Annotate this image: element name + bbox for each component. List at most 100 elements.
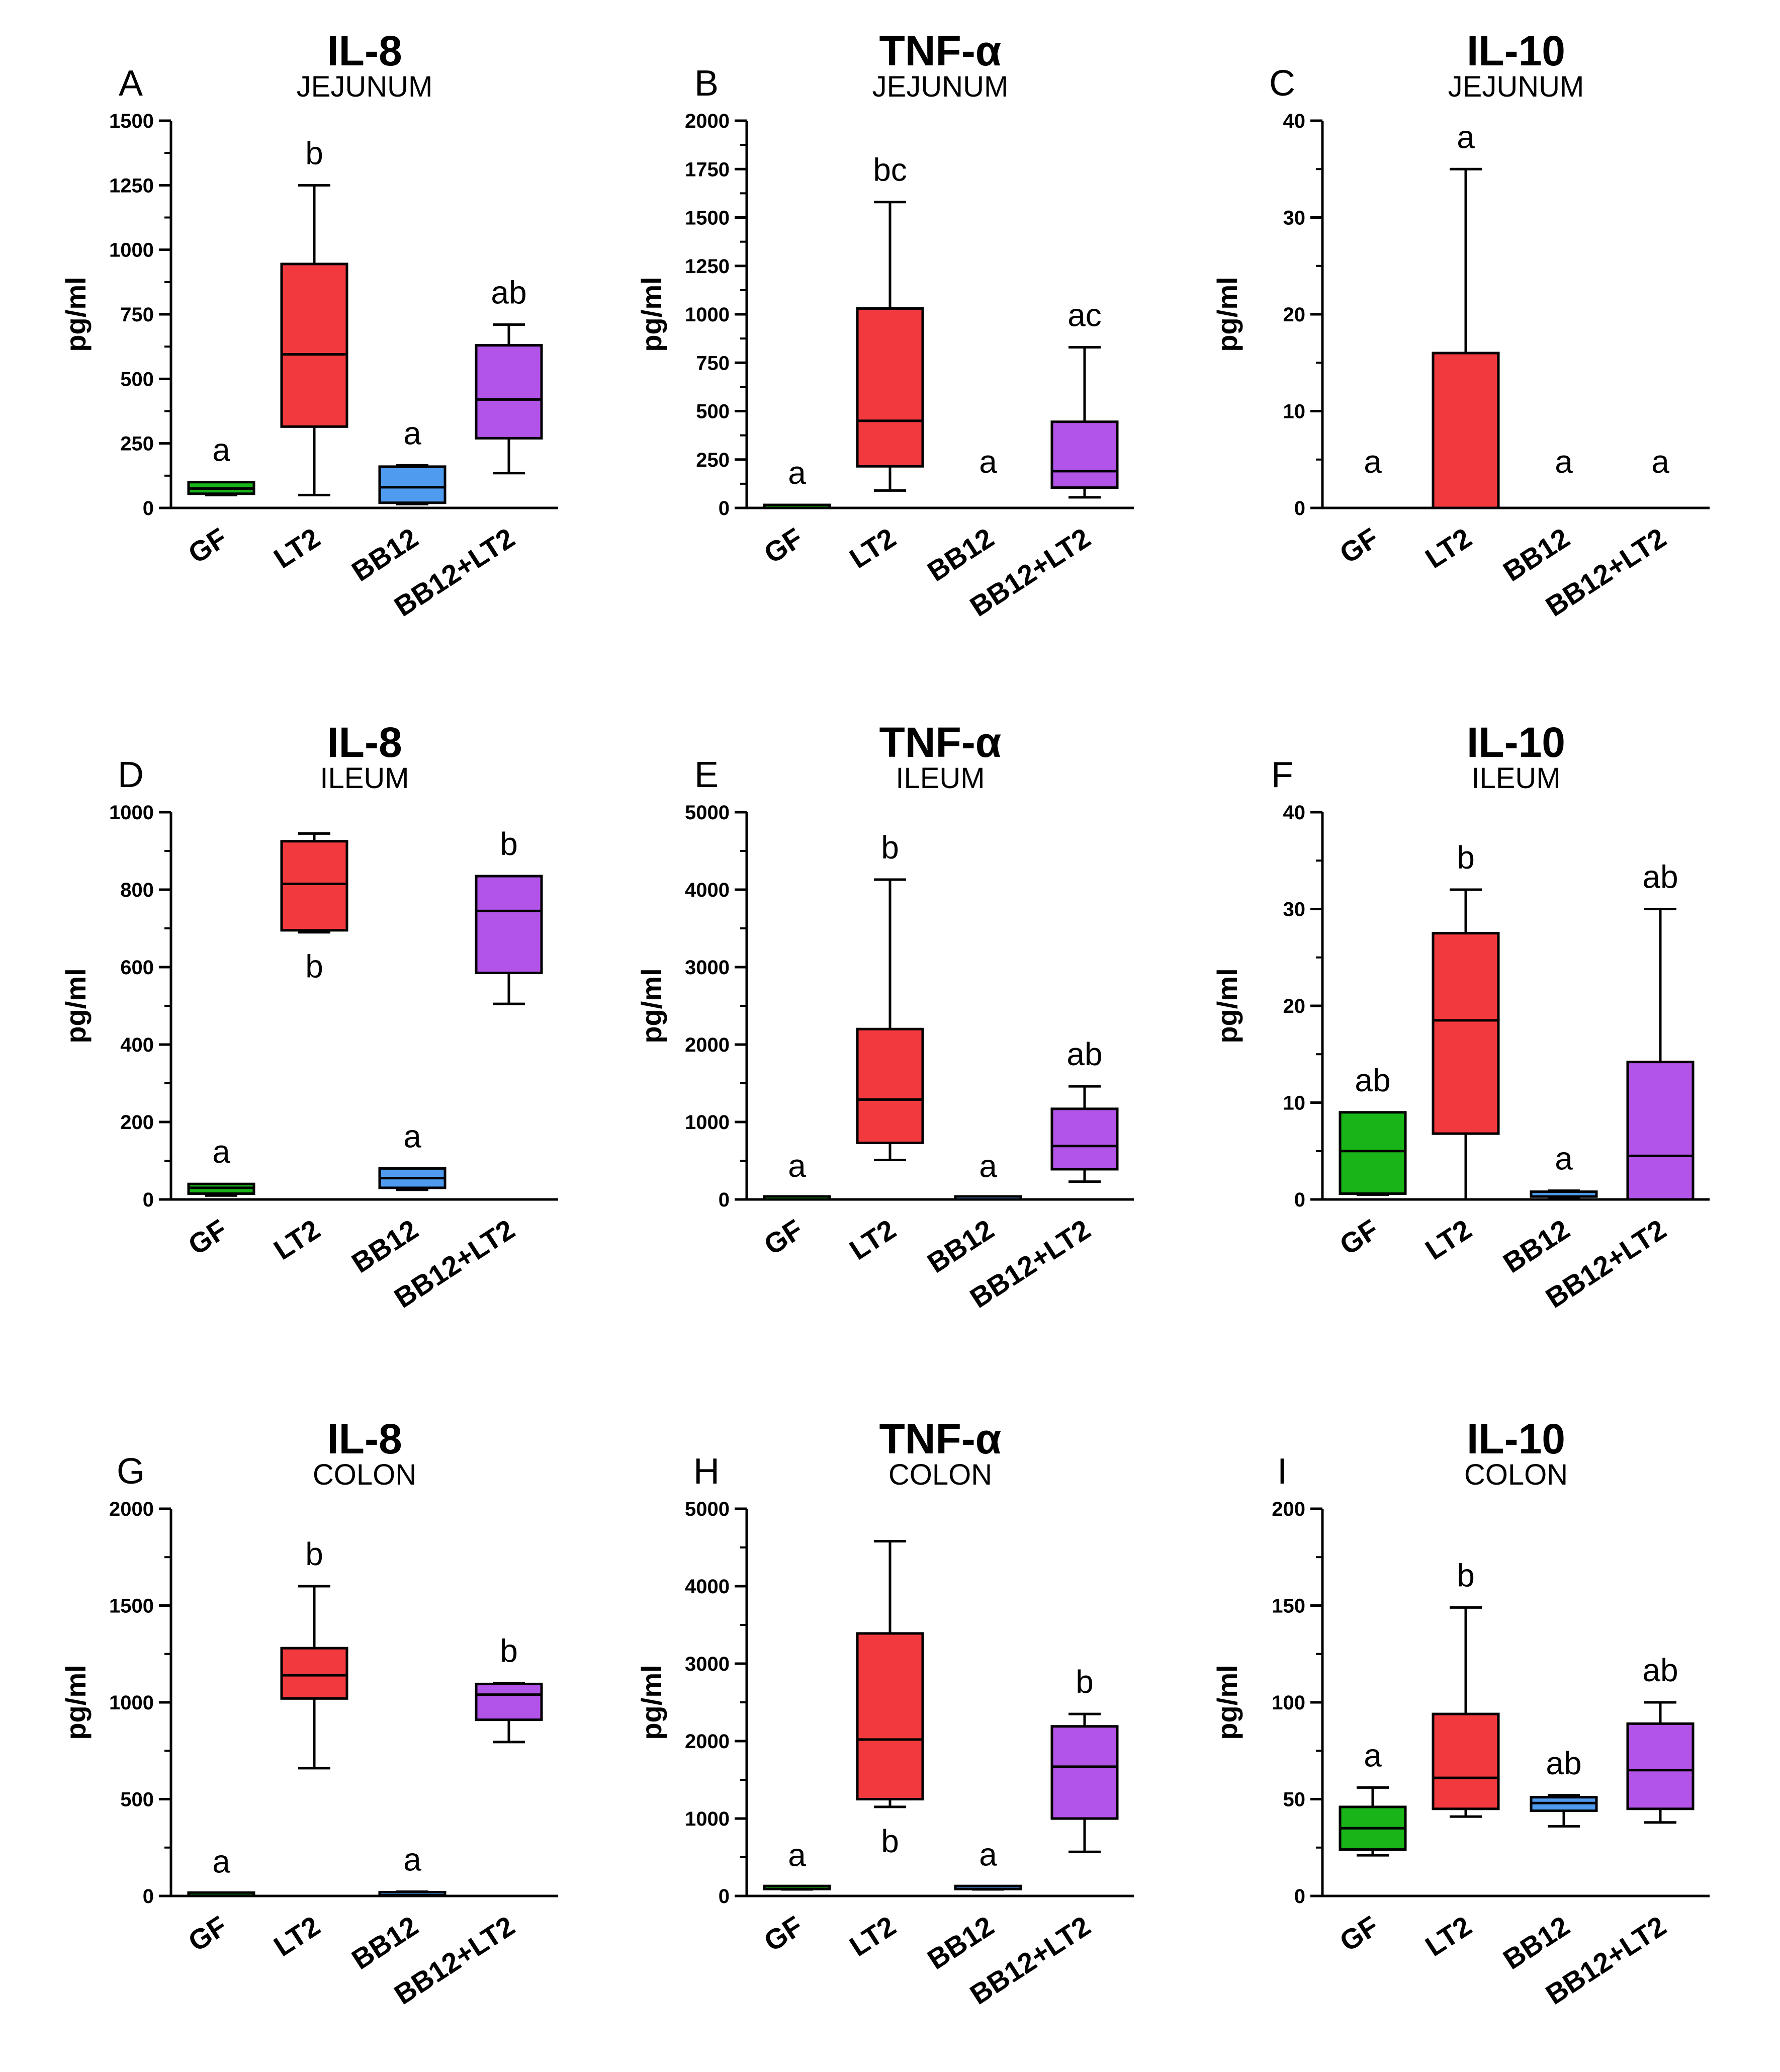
significance-label: a: [979, 444, 997, 480]
significance-label: a: [212, 1134, 230, 1170]
chart-subtitle: ILEUM: [1471, 762, 1560, 795]
box-bb12: a: [1530, 1141, 1598, 1199]
box-iqr: [280, 1647, 348, 1700]
y-tick-label: 2000: [109, 1498, 154, 1520]
panel-letter: I: [1277, 1451, 1287, 1492]
significance-label: ab: [1642, 859, 1678, 895]
box-gf: a: [763, 1837, 831, 1891]
y-tick-label: 0: [719, 497, 730, 520]
x-category-label: LT2: [268, 522, 325, 574]
significance-label: ab: [491, 275, 526, 311]
y-axis-label: pg/ml: [636, 968, 667, 1043]
x-category-label: BB12: [922, 1213, 999, 1279]
box-gf: a: [1339, 1737, 1407, 1857]
significance-label: a: [403, 1118, 421, 1154]
y-tick-label: 750: [696, 352, 730, 374]
significance-label: ab: [1355, 1062, 1390, 1098]
box-lt2: bc: [856, 152, 924, 492]
y-axis-label: pg/ml: [60, 968, 92, 1043]
box-gf: a: [187, 1134, 255, 1197]
y-tick-label: 30: [1283, 207, 1306, 229]
significance-label: a: [788, 455, 806, 491]
significance-label: a: [212, 1843, 230, 1879]
y-tick-label: 250: [696, 449, 730, 471]
box-gf: a: [187, 1843, 255, 1897]
panel-letter: D: [118, 755, 144, 795]
significance-label: ab: [1642, 1652, 1678, 1688]
y-tick-label: 0: [719, 1189, 730, 1211]
y-tick-label: 750: [120, 304, 154, 326]
x-category-label: LT2: [844, 522, 901, 574]
y-tick-label: 1000: [685, 304, 730, 326]
chart-title: TNF-α: [879, 1415, 1002, 1462]
box-lt2: b: [1432, 1557, 1500, 1818]
y-tick-label: 0: [719, 1885, 730, 1908]
box-lt2: b: [856, 829, 924, 1161]
x-category-label: GF: [183, 522, 233, 569]
box-bb12-lt2: b: [475, 826, 543, 1005]
box-iqr: [856, 1027, 924, 1145]
y-axis-label: pg/ml: [60, 1665, 92, 1740]
box-gf: ab: [1339, 1062, 1407, 1196]
x-category-label: GF: [758, 1910, 809, 1957]
box-gf: a: [187, 432, 255, 496]
chart-title: IL-8: [327, 719, 402, 766]
significance-label: ab: [1546, 1745, 1581, 1781]
x-category-label: GF: [183, 1213, 233, 1261]
chart-subtitle: ILEUM: [896, 762, 985, 795]
box-iqr: [280, 263, 348, 428]
panel-letter: A: [119, 63, 143, 104]
box-iqr: [475, 875, 543, 975]
y-tick-label: 3000: [685, 1653, 730, 1675]
panel-letter: E: [694, 755, 719, 795]
x-category-label: BB12: [922, 522, 999, 587]
chart-title: IL-8: [327, 1415, 402, 1462]
y-tick-label: 500: [120, 368, 154, 390]
panel-letter: H: [693, 1451, 720, 1492]
x-category-label: LT2: [268, 1213, 325, 1266]
chart-subtitle: JEJUNUM: [297, 70, 433, 103]
y-tick-label: 1000: [109, 1692, 154, 1714]
panel-letter: B: [694, 63, 719, 104]
x-category-label: LT2: [1419, 1910, 1477, 1962]
y-axis-label: pg/ml: [60, 277, 92, 352]
chart-subtitle: JEJUNUM: [1448, 70, 1584, 103]
x-category-label: GF: [1334, 522, 1384, 569]
y-tick-label: 0: [143, 1885, 154, 1908]
box-gf: a: [763, 1148, 831, 1201]
box-iqr: [1626, 1061, 1695, 1201]
y-axis-label: pg/ml: [636, 277, 667, 352]
y-tick-label: 40: [1283, 110, 1306, 132]
x-category-label: BB12: [922, 1910, 999, 1975]
x-category-label: BB12: [346, 1910, 423, 1975]
y-tick-label: 1000: [685, 1111, 730, 1134]
significance-label: a: [1457, 119, 1475, 155]
x-category-label: LT2: [1419, 522, 1477, 574]
significance-label: a: [1555, 444, 1573, 480]
chart-subtitle: JEJUNUM: [872, 70, 1009, 103]
x-category-label: GF: [183, 1910, 233, 1957]
box-lt2: b: [280, 832, 348, 985]
box-iqr: [954, 1195, 1022, 1201]
significance-label: a: [1364, 444, 1382, 480]
chart-title: TNF-α: [879, 27, 1002, 74]
y-tick-label: 0: [1294, 1189, 1305, 1211]
x-category-label: GF: [758, 1213, 809, 1261]
y-tick-label: 1500: [109, 1595, 154, 1617]
x-category-label: LT2: [844, 1213, 901, 1266]
significance-label: b: [305, 135, 323, 171]
box-iqr: [954, 1884, 1022, 1890]
box-bb12-lt2: a: [1651, 444, 1669, 480]
chart-subtitle: COLON: [313, 1458, 416, 1491]
box-bb12: a: [378, 415, 447, 505]
y-tick-label: 1000: [109, 802, 154, 824]
y-tick-label: 5000: [685, 1498, 730, 1520]
box-iqr: [1339, 1111, 1407, 1195]
significance-label: bc: [873, 152, 907, 188]
box-iqr: [763, 1195, 831, 1201]
y-tick-label: 3000: [685, 957, 730, 979]
